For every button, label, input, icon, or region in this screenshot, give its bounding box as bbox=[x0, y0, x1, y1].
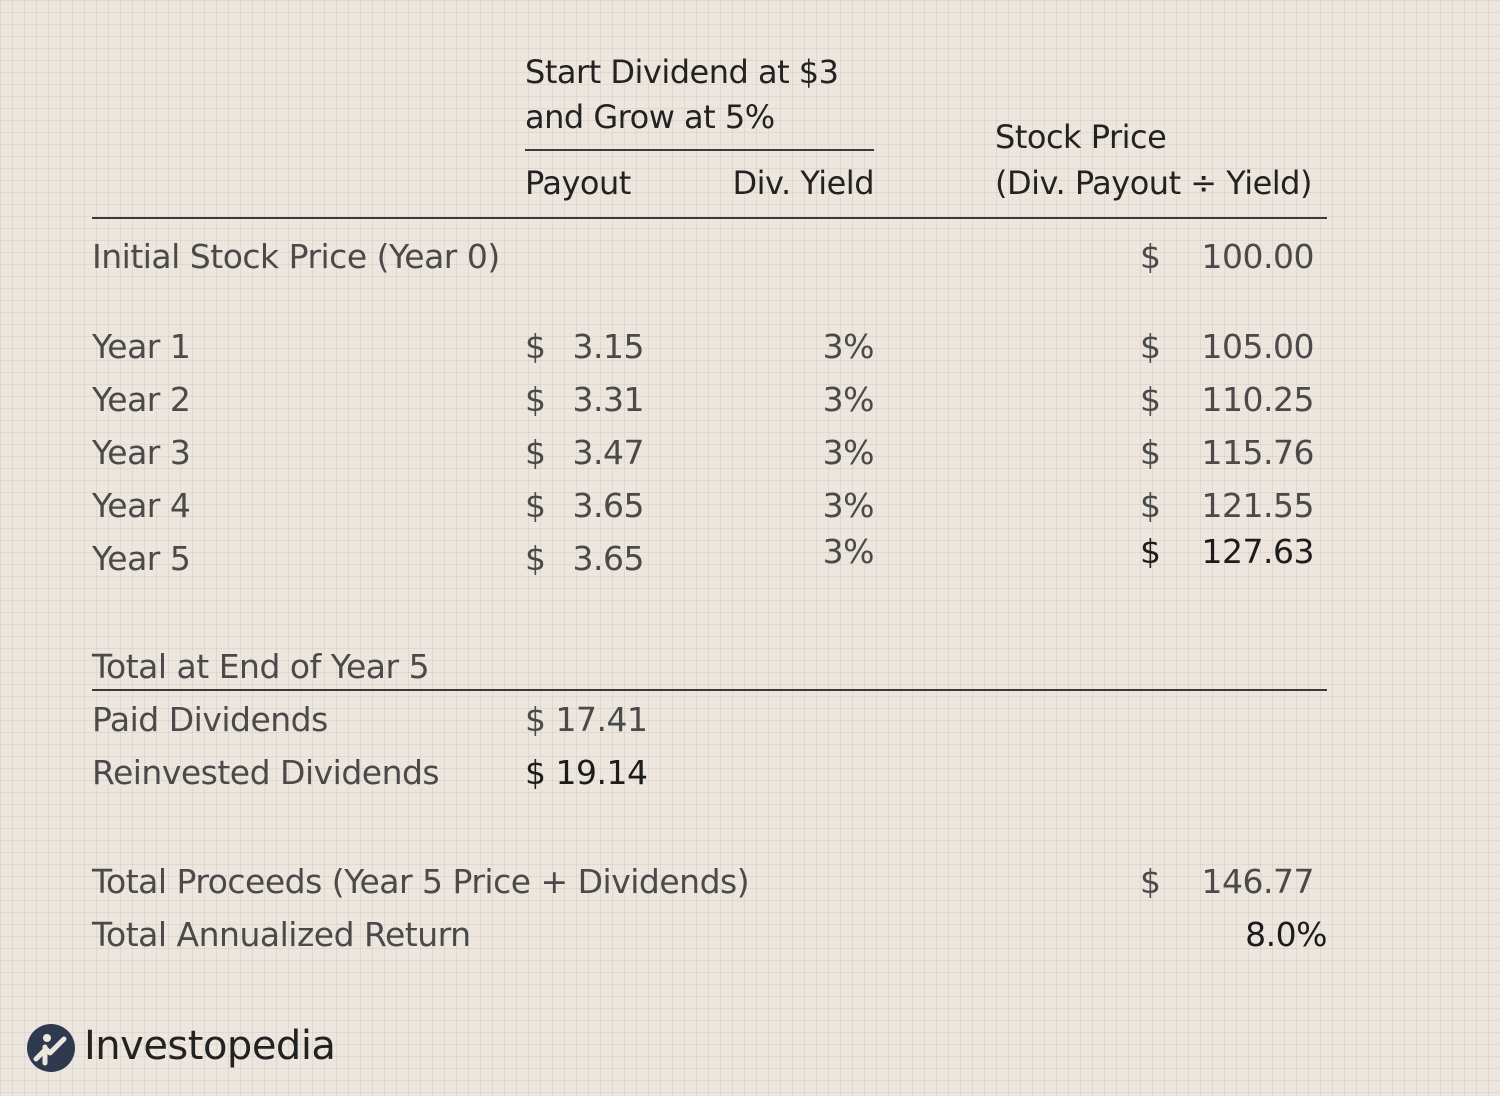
year-label: Year 5 bbox=[92, 539, 191, 578]
payout-currency: $ bbox=[525, 327, 546, 366]
investopedia-logo-icon bbox=[27, 1024, 75, 1072]
payout-value: 3.65 bbox=[572, 486, 645, 525]
price-value: 127.63 bbox=[1201, 532, 1315, 571]
yield-value: 3% bbox=[822, 486, 875, 525]
div-yield-column-header: Div. Yield bbox=[732, 164, 874, 202]
header-rule bbox=[92, 217, 1327, 219]
total-annualized-return-value: 8.0% bbox=[1245, 915, 1327, 954]
price-currency: $ bbox=[1140, 433, 1161, 472]
price-currency: $ bbox=[1140, 380, 1161, 419]
group-header-rule bbox=[525, 149, 874, 151]
yield-value: 3% bbox=[822, 532, 875, 571]
price-currency: $ bbox=[1140, 327, 1161, 366]
paid-dividends-value: $ 17.41 bbox=[525, 700, 648, 739]
yield-value: 3% bbox=[822, 380, 875, 419]
price-value: 105.00 bbox=[1201, 327, 1315, 366]
initial-price-value: 100.00 bbox=[1201, 237, 1315, 276]
total-annualized-return-label: Total Annualized Return bbox=[92, 915, 471, 954]
payout-currency: $ bbox=[525, 380, 546, 419]
paid-dividends-label: Paid Dividends bbox=[92, 700, 328, 739]
initial-price-label: Initial Stock Price (Year 0) bbox=[92, 237, 500, 276]
group-header-line1: Start Dividend at $3 bbox=[525, 53, 839, 91]
price-currency: $ bbox=[1140, 486, 1161, 525]
payout-column-header: Payout bbox=[525, 164, 631, 202]
price-value: 110.25 bbox=[1201, 380, 1315, 419]
initial-price-currency: $ bbox=[1140, 237, 1161, 276]
payout-value: 3.31 bbox=[572, 380, 645, 419]
payout-currency: $ bbox=[525, 433, 546, 472]
payout-currency: $ bbox=[525, 539, 546, 578]
year-label: Year 3 bbox=[92, 433, 191, 472]
price-value: 121.55 bbox=[1201, 486, 1315, 525]
total-proceeds-currency: $ bbox=[1140, 862, 1161, 901]
year-label: Year 1 bbox=[92, 327, 191, 366]
totals-rule bbox=[92, 689, 1327, 691]
year-label: Year 2 bbox=[92, 380, 191, 419]
reinvested-dividends-value: $ 19.14 bbox=[525, 753, 648, 792]
yield-value: 3% bbox=[822, 433, 875, 472]
total-proceeds-value: 146.77 bbox=[1201, 862, 1315, 901]
payout-value: 3.15 bbox=[572, 327, 645, 366]
stock-price-header-line1: Stock Price bbox=[995, 118, 1167, 156]
payout-currency: $ bbox=[525, 486, 546, 525]
totals-heading: Total at End of Year 5 bbox=[92, 647, 430, 686]
yield-value: 3% bbox=[822, 327, 875, 366]
price-currency: $ bbox=[1140, 532, 1161, 571]
payout-value: 3.47 bbox=[572, 433, 645, 472]
group-header-line2: and Grow at 5% bbox=[525, 98, 775, 136]
payout-value: 3.65 bbox=[572, 539, 645, 578]
year-label: Year 4 bbox=[92, 486, 191, 525]
stock-price-header-line2: (Div. Payout ÷ Yield) bbox=[995, 164, 1312, 202]
total-proceeds-label: Total Proceeds (Year 5 Price + Dividends… bbox=[92, 862, 750, 901]
reinvested-dividends-label: Reinvested Dividends bbox=[92, 753, 440, 792]
brand-name: Investopedia bbox=[84, 1023, 336, 1069]
price-value: 115.76 bbox=[1201, 433, 1315, 472]
